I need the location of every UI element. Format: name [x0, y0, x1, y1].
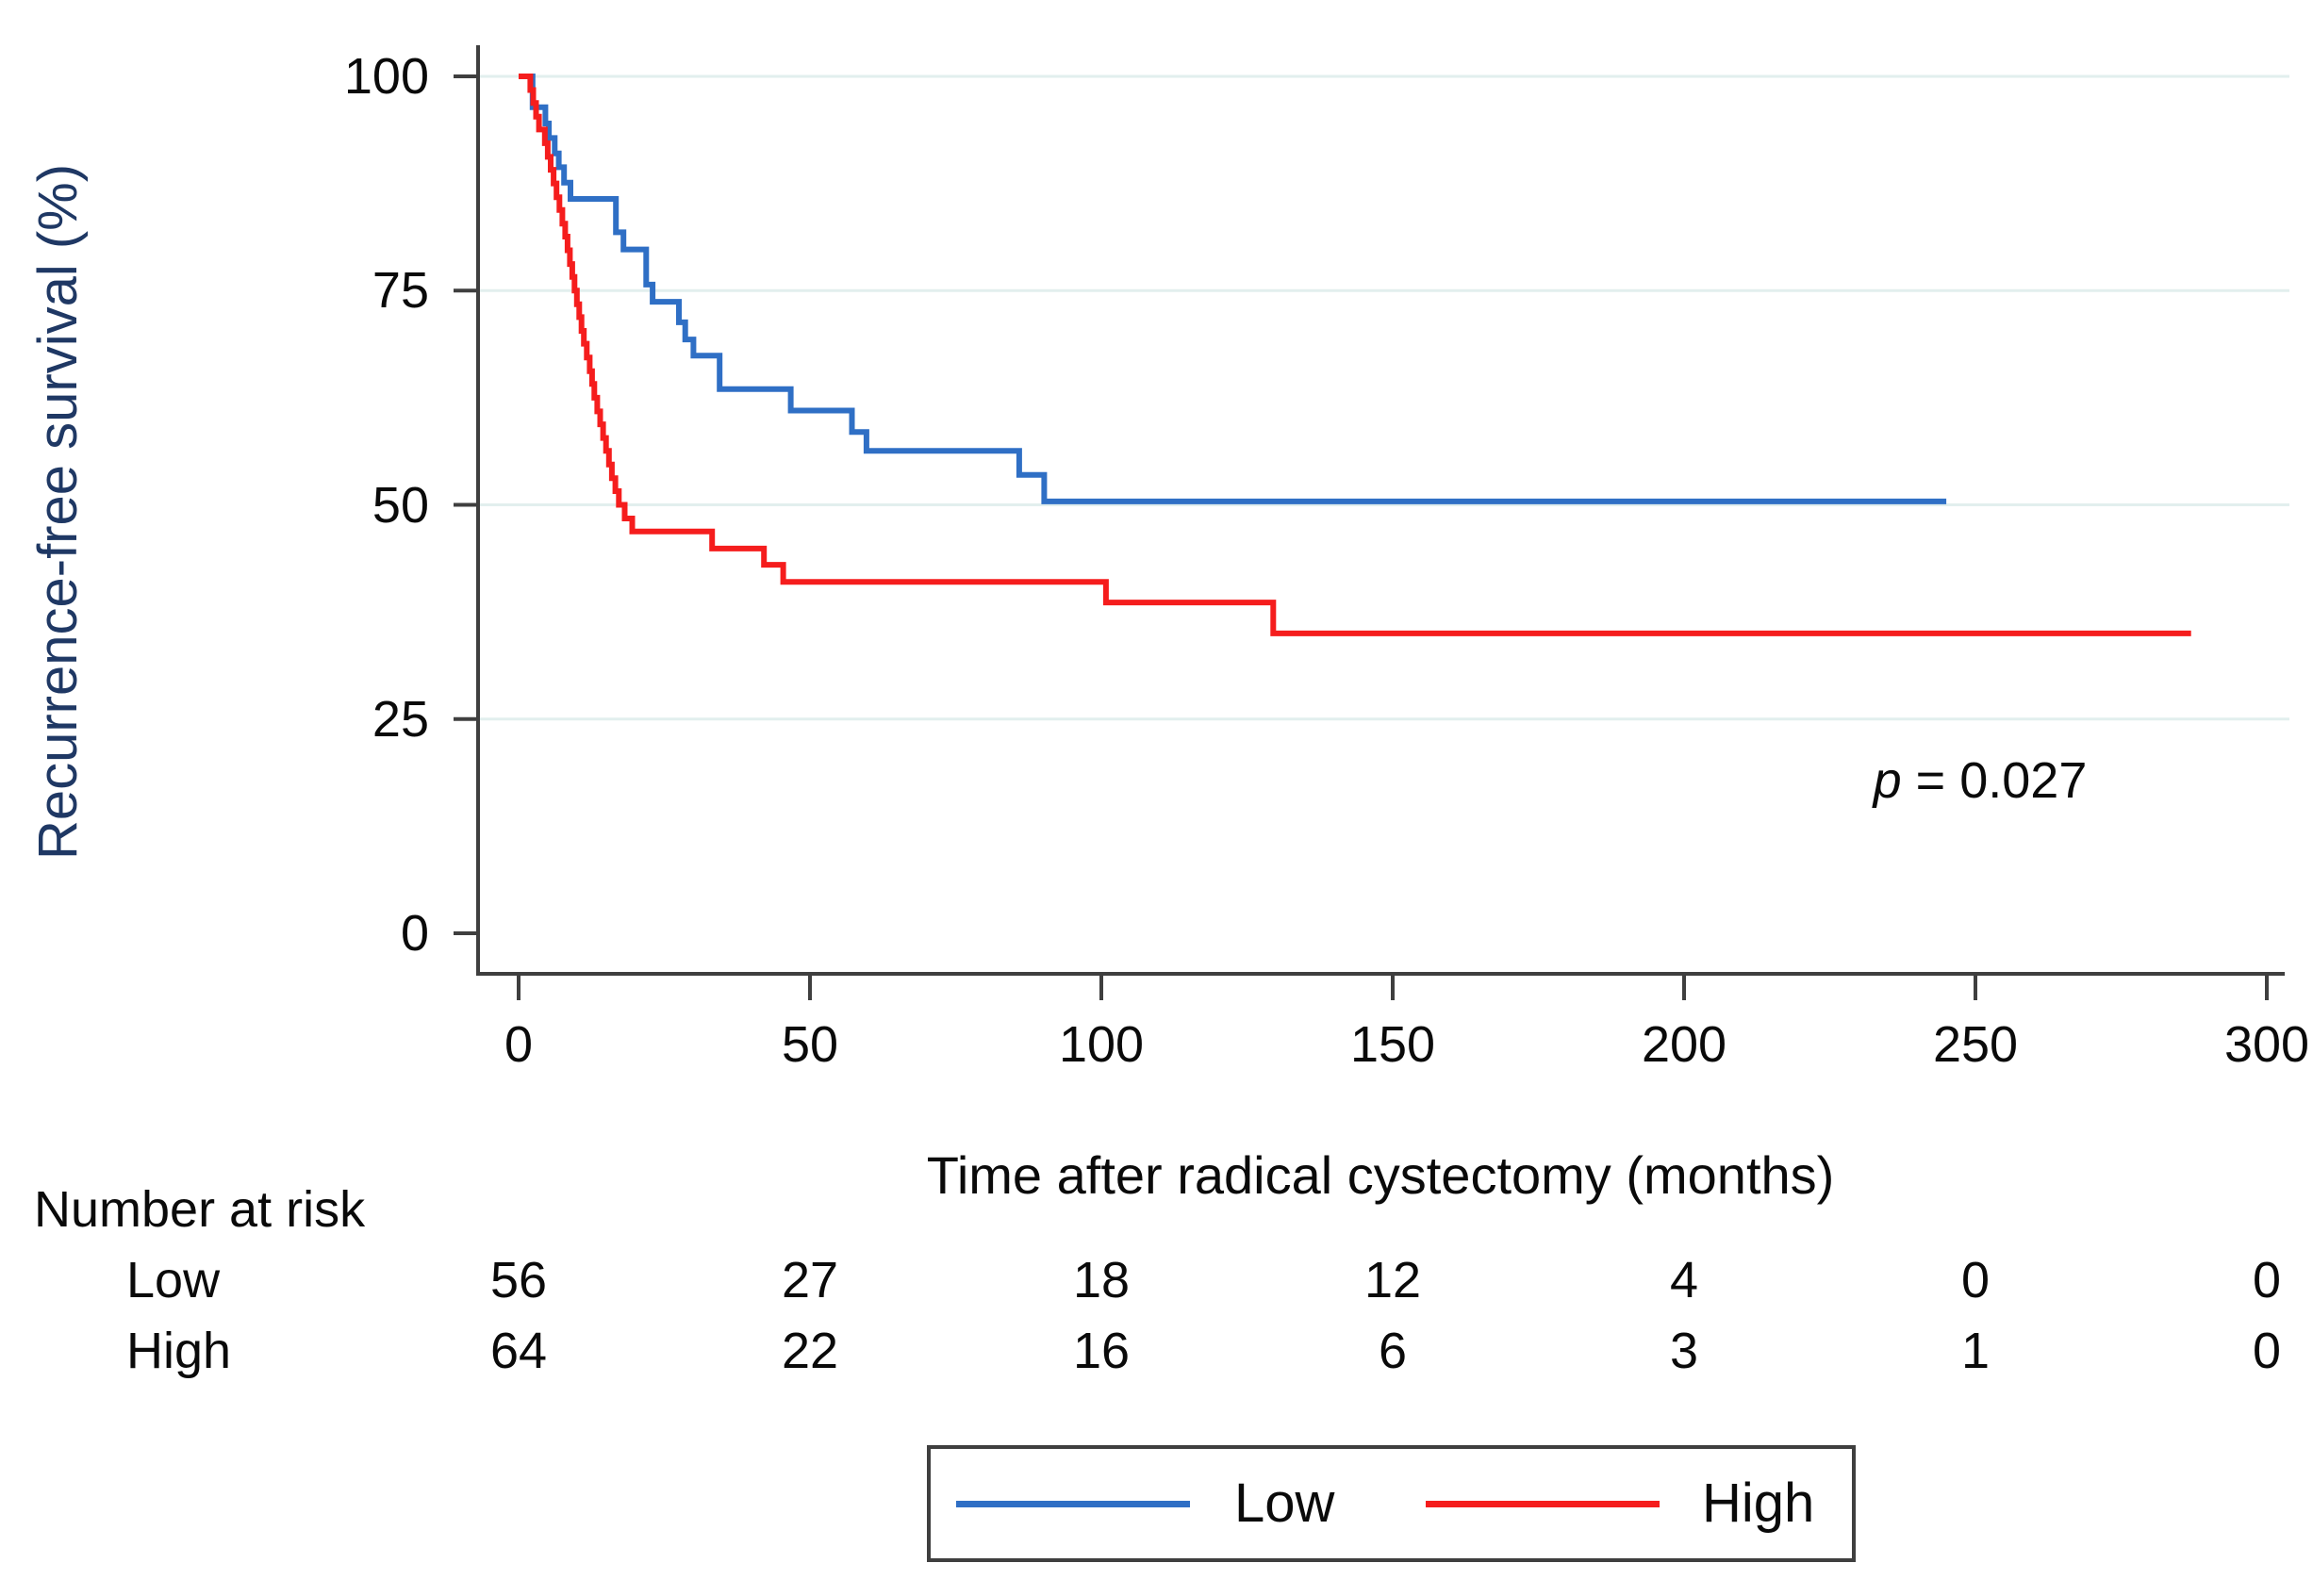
legend-line-low: [956, 1501, 1190, 1507]
x-tick-label-200: 200: [1641, 1016, 1727, 1073]
legend-label-high: High: [1702, 1473, 1815, 1534]
legend-label-low: Low: [1234, 1473, 1335, 1534]
survival-curve-high: [519, 74, 2191, 636]
legend-box: Low High: [927, 1445, 1856, 1562]
risk-value-high-t50: 22: [781, 1323, 839, 1379]
risk-value-high-t250: 1: [1960, 1323, 1991, 1379]
risk-value-high-t0: 64: [489, 1323, 548, 1379]
risk-value-low-t250: 0: [1960, 1252, 1991, 1308]
y-tick-label-75: 75: [372, 262, 429, 320]
x-tick-label-50: 50: [781, 1016, 839, 1073]
y-tick-label-100: 100: [343, 48, 429, 105]
risk-row-label-low: Low: [126, 1252, 221, 1308]
x-tick-label-0: 0: [504, 1016, 534, 1073]
y-axis-title: Recurrence-free survival (%): [27, 163, 89, 861]
risk-value-low-t0: 56: [489, 1252, 548, 1308]
risk-value-low-t150: 12: [1363, 1252, 1422, 1308]
x-tick-label-100: 100: [1058, 1016, 1145, 1073]
risk-value-high-t200: 3: [1669, 1323, 1699, 1379]
risk-value-high-t150: 6: [1378, 1323, 1408, 1379]
risk-value-low-t50: 27: [781, 1252, 839, 1308]
x-tick-label-300: 300: [2223, 1016, 2310, 1073]
risk-value-high-t100: 16: [1072, 1323, 1131, 1379]
risk-row-label-high: High: [126, 1323, 232, 1379]
p-value-symbol: p: [1873, 752, 1902, 809]
legend-line-high: [1426, 1501, 1660, 1507]
y-tick-label-50: 50: [372, 476, 429, 534]
survival-curve-low: [519, 74, 1947, 504]
risk-value-low-t100: 18: [1072, 1252, 1131, 1308]
p-value-text: = 0.027: [1901, 752, 2088, 809]
x-tick-label-150: 150: [1349, 1016, 1436, 1073]
risk-value-low-t300: 0: [2252, 1252, 2282, 1308]
risk-value-high-t300: 0: [2252, 1323, 2282, 1379]
y-tick-label-0: 0: [400, 905, 429, 962]
y-tick-label-25: 25: [372, 690, 429, 748]
x-axis-title: Time after radical cystectomy (months): [926, 1145, 1835, 1205]
x-tick-label-250: 250: [1932, 1016, 2019, 1073]
number-at-risk-title: Number at risk: [34, 1181, 366, 1238]
p-value-annotation: p = 0.027: [1792, 751, 2169, 810]
risk-value-low-t200: 4: [1669, 1252, 1699, 1308]
